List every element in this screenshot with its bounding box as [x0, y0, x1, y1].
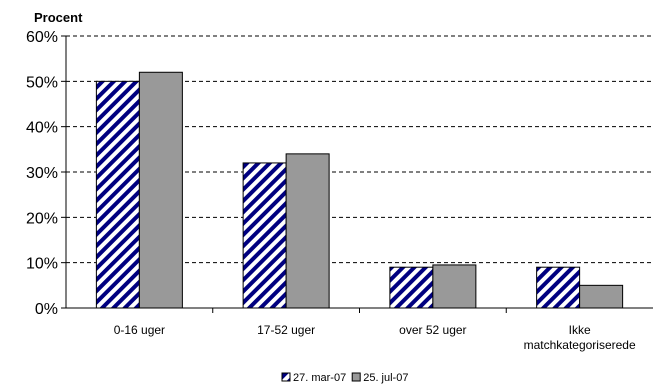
- bar-1-3: [579, 284, 624, 309]
- bar-1-2: [432, 264, 477, 309]
- x-tick-label: over 52 uger: [399, 323, 466, 337]
- y-tick-label: 30%: [26, 165, 58, 182]
- y-axis-title: Procent: [34, 10, 83, 25]
- y-tick-label: 50%: [26, 74, 58, 91]
- y-axis-ticks: 0% 10% 20% 30% 40% 50% 60%: [26, 29, 58, 318]
- x-tick-label: 17-52 uger: [257, 323, 315, 337]
- axes: [61, 35, 653, 313]
- y-tick-label: 20%: [26, 210, 58, 227]
- bar-0-1: [242, 162, 287, 309]
- y-tick-label: 10%: [26, 256, 58, 273]
- y-tick-label: 40%: [26, 120, 58, 137]
- y-tick-label: 60%: [26, 29, 58, 46]
- y-tick-label: 0%: [35, 301, 58, 318]
- x-tick-label: Ikke: [569, 323, 591, 337]
- bars: [95, 71, 624, 309]
- legend-swatch: [281, 372, 291, 382]
- legend-label: 25. jul-07: [363, 372, 408, 384]
- legend: 27. mar-07 25. jul-07: [281, 372, 408, 384]
- bar-0-0: [95, 80, 140, 309]
- x-axis-labels: 0-16 uger 17-52 uger over 52 uger Ikkematch…: [114, 323, 636, 352]
- bar-1-1: [285, 153, 330, 309]
- bar-0-3: [536, 266, 581, 309]
- x-tick-label: 0-16 uger: [114, 323, 165, 337]
- bar-0-2: [389, 266, 434, 309]
- legend-swatch: [351, 372, 361, 382]
- x-tick-label: matchkategoriserede: [524, 338, 636, 352]
- legend-label: 27. mar-07: [293, 372, 346, 384]
- bar-1-0: [138, 71, 183, 309]
